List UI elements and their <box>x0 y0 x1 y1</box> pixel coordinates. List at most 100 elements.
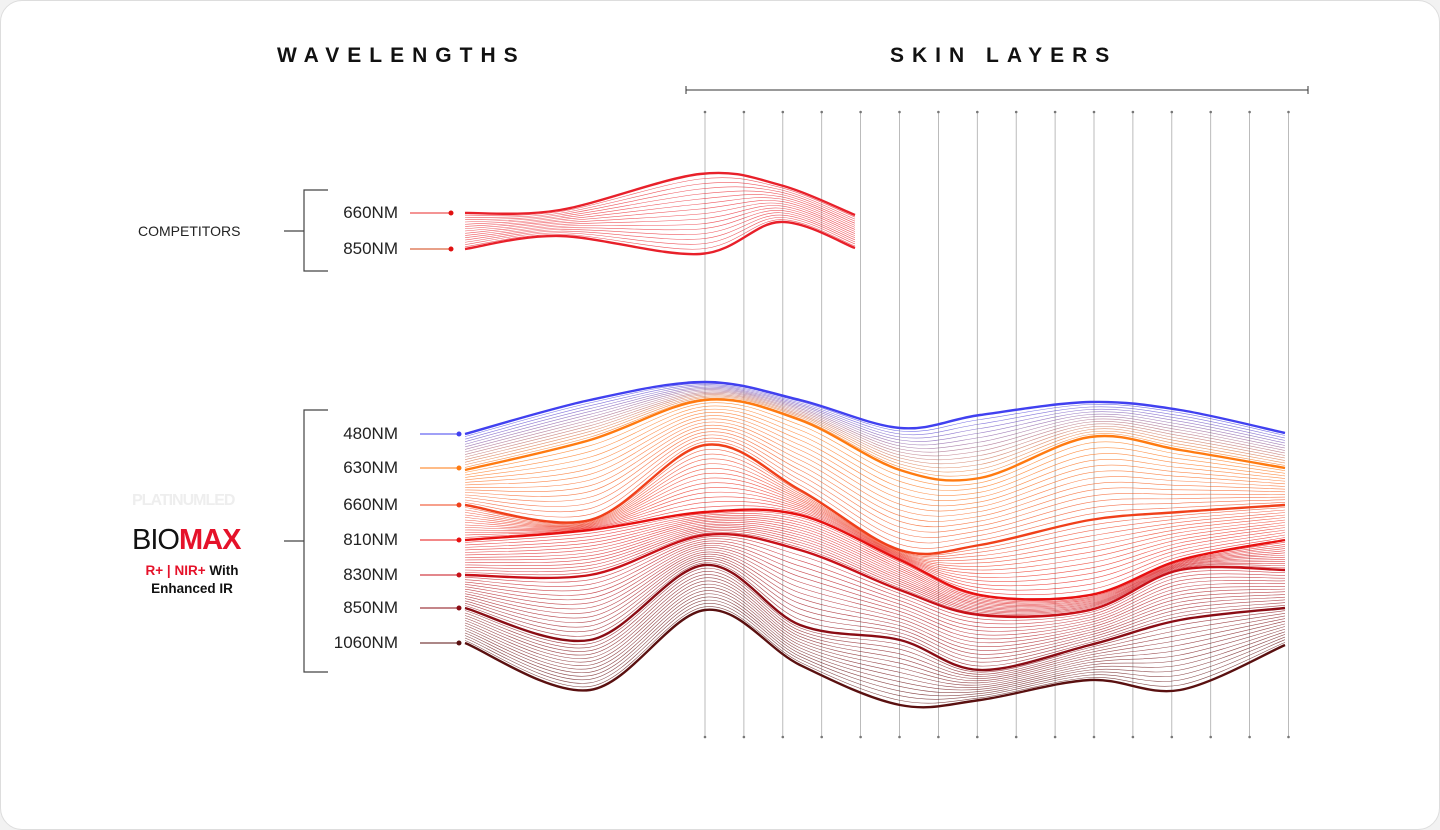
wave-line <box>464 547 1286 640</box>
wave-line <box>464 194 856 226</box>
wave-line <box>464 197 856 228</box>
wave-line <box>464 412 1286 501</box>
tag-black: With <box>205 563 239 578</box>
skin-layer-dot <box>742 110 746 114</box>
wave-line <box>464 408 1286 496</box>
wave-line <box>464 386 1286 445</box>
wave-line <box>464 200 856 230</box>
wave-line <box>464 501 1286 591</box>
wave-line <box>464 424 1286 522</box>
skin-layer-dot <box>1170 735 1174 739</box>
wave-line <box>464 397 1286 477</box>
skin-layers-heading: SKIN LAYERS <box>890 44 1118 67</box>
wave-line <box>464 393 1286 461</box>
skin-layer-dot <box>1287 735 1290 739</box>
wave-line <box>464 202 856 232</box>
wave-line <box>464 491 1286 582</box>
wave-line <box>464 600 1286 697</box>
wave-line <box>464 606 1286 704</box>
wave-line <box>464 190 856 224</box>
wavelength-dot <box>456 431 462 437</box>
wave-line <box>464 212 856 241</box>
wave-line <box>464 525 1286 611</box>
wave-line <box>464 536 1286 621</box>
wave-line <box>464 210 856 239</box>
wave-line <box>464 496 1286 587</box>
wave-line <box>464 593 1286 691</box>
wavelength-dot <box>456 640 462 646</box>
wave-line <box>464 395 1286 469</box>
wave-line <box>464 528 1286 614</box>
wavelength-dot <box>456 572 462 578</box>
skin-layer-dot <box>898 735 901 739</box>
wave-line <box>464 549 1286 644</box>
wave-line <box>464 574 1286 677</box>
wave-line <box>464 405 1286 491</box>
wave-line <box>464 217 856 245</box>
wave-line <box>464 437 1286 544</box>
wave-line <box>464 396 1286 473</box>
wave-line <box>464 522 1286 609</box>
skin-layer-dot <box>1248 735 1251 739</box>
wave-line <box>464 171 856 217</box>
wave-line <box>464 391 1286 457</box>
wave-line <box>464 390 1286 453</box>
wave-line <box>464 205 856 234</box>
wave-line <box>464 389 1286 450</box>
wavelength-dot <box>448 246 454 252</box>
wave-line <box>464 398 1286 482</box>
wave-line <box>464 518 1286 606</box>
wave-line <box>464 458 1286 560</box>
wave-line <box>464 186 856 222</box>
wave-line <box>464 538 1286 625</box>
wavelength-dot <box>456 605 462 611</box>
tag-line2: Enhanced IR <box>151 581 233 596</box>
wave-line <box>464 542 1286 632</box>
wave-line <box>464 583 1286 684</box>
bracket <box>284 189 328 272</box>
wave-line <box>464 590 1286 688</box>
wave-line <box>464 421 1286 517</box>
wave-line <box>464 513 1286 603</box>
skin-layer-dot <box>1092 110 1096 114</box>
wave-line <box>464 532 1286 619</box>
brand-suffix: MAX <box>178 524 241 556</box>
wave-line <box>464 562 1286 667</box>
skin-layer-dot <box>1092 735 1096 739</box>
wave-line <box>464 388 1286 448</box>
wave-line <box>464 530 1286 615</box>
bracket <box>284 409 328 673</box>
skin-layer-dot <box>703 735 707 739</box>
skin-layer-dot <box>1014 110 1018 114</box>
wave-line <box>464 487 1286 578</box>
wave-line <box>464 511 1286 601</box>
wave-line <box>464 402 1286 486</box>
skin-layer-dot <box>937 110 940 114</box>
wave-line <box>464 220 856 256</box>
wave-line <box>464 431 1286 533</box>
biomax-wavelength-label: 1060NM <box>333 633 398 652</box>
wave-line <box>464 385 1286 443</box>
wave-line <box>464 567 1286 673</box>
wavelength-dot <box>456 465 462 471</box>
skin-layer-dot <box>937 735 940 739</box>
skin-layer-dot <box>859 735 862 739</box>
skin-layer-dot <box>1053 735 1057 739</box>
competitor-wavelength-label: 850NM <box>343 239 398 258</box>
biomax-brand: BIOMAX <box>132 524 241 557</box>
wavelength-dot <box>448 210 454 216</box>
wave-line <box>464 608 1286 709</box>
wave-line <box>464 177 856 218</box>
wave-line <box>464 448 1286 556</box>
biomax-wavelength-label: 480NM <box>343 424 398 443</box>
wavelength-dot <box>456 537 462 543</box>
brand-prefix: BIO <box>132 524 180 556</box>
skin-layer-dot <box>1131 735 1135 739</box>
wave-line <box>464 415 1286 507</box>
wave-line <box>464 516 1286 605</box>
wave-line <box>464 219 856 250</box>
wave-line <box>464 418 1286 512</box>
wave-line <box>464 551 1286 647</box>
biomax-wavelength-label: 660NM <box>343 495 398 514</box>
